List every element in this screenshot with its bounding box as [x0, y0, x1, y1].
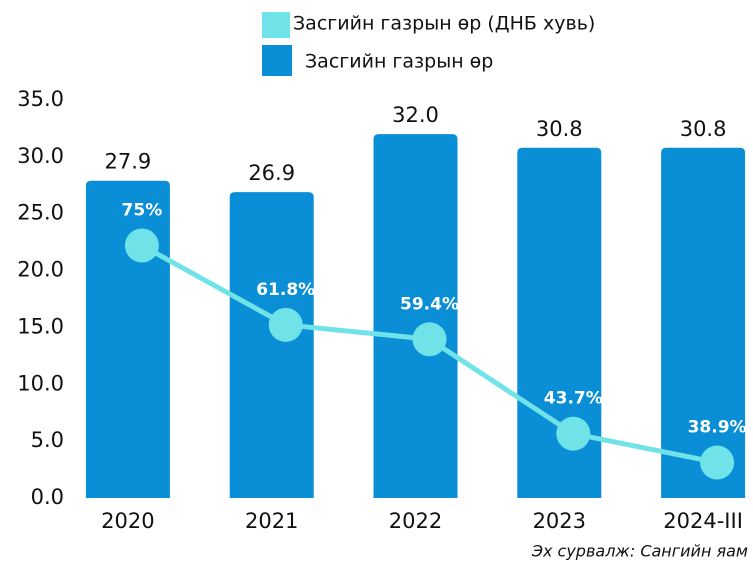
x-tick-label: 2022: [389, 509, 442, 533]
bar: [229, 192, 314, 498]
line-point: [268, 307, 303, 342]
bar: [373, 134, 458, 498]
point-value-label: 61.8%: [256, 280, 315, 300]
bar: [517, 147, 602, 498]
line-point: [556, 416, 591, 451]
y-tick-label: 35.0: [17, 87, 64, 111]
bar-value-label: 27.9: [105, 150, 152, 174]
legend-swatch-line: [262, 12, 290, 38]
bar: [85, 180, 170, 499]
x-tick-label: 2020: [101, 509, 154, 533]
y-tick-label: 10.0: [17, 371, 64, 395]
y-tick-label: 30.0: [17, 144, 64, 168]
y-tick-label: 20.0: [17, 258, 64, 282]
x-tick-label: 2023: [533, 509, 586, 533]
x-tick-label: 2021: [245, 509, 298, 533]
source-note: Эх сурвалж: Сангийн яам: [531, 542, 748, 561]
bar-value-label: 32.0: [392, 103, 439, 127]
bar-value-label: 26.9: [248, 161, 295, 185]
x-tick-label: 2024-III: [663, 509, 743, 533]
point-value-label: 38.9%: [688, 418, 747, 438]
point-value-label: 43.7%: [544, 389, 603, 409]
legend-label: Засгийн газрын өр (ДНБ хувь): [293, 13, 595, 35]
legend-label: Засгийн газрын өр: [305, 51, 493, 73]
bar-value-label: 30.8: [680, 117, 727, 141]
bar: [661, 147, 746, 498]
line-point: [700, 445, 735, 480]
legend-swatch-bar: [262, 45, 292, 76]
line-point: [124, 228, 159, 263]
point-value-label: 59.4%: [400, 294, 459, 314]
y-tick-label: 15.0: [17, 314, 64, 338]
line-point: [412, 322, 447, 357]
y-tick-label: 5.0: [31, 428, 64, 452]
y-tick-label: 25.0: [17, 201, 64, 225]
bar-value-label: 30.8: [536, 117, 583, 141]
point-value-label: 75%: [122, 200, 163, 220]
y-tick-label: 0.0: [31, 485, 64, 509]
